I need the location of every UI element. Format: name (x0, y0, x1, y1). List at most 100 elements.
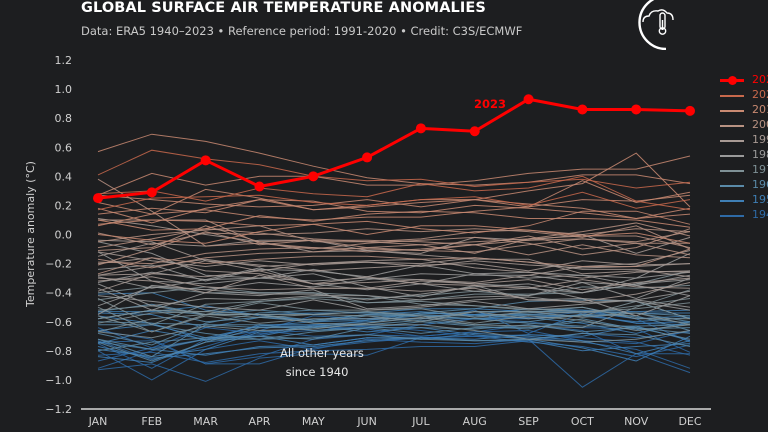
point-2023 (254, 181, 265, 192)
legend-swatch (720, 76, 744, 85)
year-line-2010s (97, 210, 691, 234)
point-2023 (577, 104, 588, 115)
year-line-1970s (97, 314, 691, 343)
legend-label: 2023 (752, 73, 768, 86)
legend-item: 1980s (718, 148, 768, 162)
legend-swatch (720, 170, 744, 172)
y-tick-label: −0.8 (45, 345, 72, 358)
year-line-2010s (97, 133, 691, 186)
point-2023 (415, 123, 426, 134)
year-line-1970s (97, 298, 691, 333)
x-tick-label: MAY (302, 415, 325, 428)
year-line-1970s (97, 302, 691, 326)
y-axis-label-group: Temperature anomaly (°C) (24, 161, 37, 308)
point-2023 (469, 126, 480, 137)
x-tick-label: FEB (141, 415, 162, 428)
x-tick-label: DEC (678, 415, 701, 428)
highlight-series-2023 (93, 94, 695, 204)
y-tick-label: 0.8 (55, 112, 73, 125)
y-ticks: 1.2 1.0 0.8 0.6 0.4 0.2 0.0 −0.2 −0.4 −0.6 −0.8 −1.… (45, 54, 72, 416)
legend-label: 1970s (752, 163, 768, 176)
x-tick-label: JAN (88, 415, 108, 428)
point-2023 (631, 104, 642, 115)
point-2023 (93, 193, 103, 204)
legend-swatch (720, 155, 744, 157)
legend-item: 2020s (718, 88, 768, 102)
legend-label: 1940s (752, 208, 768, 221)
year-line-1970s (97, 289, 691, 339)
x-tick-label: APR (249, 415, 271, 428)
y-tick-label: −1.2 (45, 403, 72, 416)
y-tick-label: 0.4 (55, 170, 73, 183)
year-line-1980s (97, 287, 691, 311)
year-line-1970s (97, 286, 691, 313)
year-line-1960s (97, 313, 691, 362)
x-tick-label: JUN (356, 415, 377, 428)
background-year-lines (97, 133, 691, 388)
y-tick-label: 0.2 (55, 199, 73, 212)
legend-item: 1960s (718, 178, 768, 192)
legend-item: 1940s (718, 208, 768, 222)
year-line-1980s (97, 274, 691, 307)
year-line-2000s (97, 222, 691, 249)
year-line-2010s (97, 210, 691, 231)
y-axis-label: Temperature anomaly (°C) (24, 161, 37, 308)
year-line-1960s (98, 324, 691, 347)
legend-swatch (720, 140, 744, 142)
point-2023 (362, 152, 373, 163)
legend-item: 2000s (718, 118, 768, 132)
annotation-line-2: since 1940 (286, 365, 349, 379)
legend-label: 2000s (752, 118, 768, 131)
year-line-2000s (98, 219, 691, 256)
point-2023 (523, 94, 534, 105)
legend-label: 1980s (752, 148, 768, 161)
year-line-1960s (97, 324, 691, 352)
cloud-thermometer-icon (638, 0, 674, 50)
legend-swatch (720, 185, 744, 187)
year-line-2010s (97, 194, 691, 227)
year-line-1960s (97, 309, 691, 346)
year-line-1990s (97, 218, 691, 275)
x-tick-label: SEP (518, 415, 539, 428)
year-line-1990s (97, 274, 691, 294)
year-line-1990s (97, 233, 691, 257)
year-line-2000s (97, 178, 691, 259)
legend-label: 1990s (752, 133, 768, 146)
year-line-1960s (97, 309, 691, 327)
year-line-1960s (97, 321, 691, 350)
x-tick-label: AUG (463, 415, 487, 428)
y-tick-label: 0.6 (55, 141, 73, 154)
year-line-1990s (97, 239, 691, 272)
year-line-1940s (97, 335, 691, 365)
legend-item: 2023 (718, 73, 768, 87)
point-2023 (146, 187, 157, 198)
legend-swatch (720, 200, 744, 202)
year-line-1980s (97, 252, 691, 282)
line-2023 (97, 97, 691, 200)
legend-swatch (720, 95, 744, 97)
y-tick-label: −0.6 (45, 316, 72, 329)
year-line-1980s (97, 241, 691, 311)
x-tick-label: JUL (411, 415, 430, 428)
chart-title: GLOBAL SURFACE AIR TEMPERATURE ANOMALIES (81, 0, 486, 16)
legend-label: 1960s (752, 178, 768, 191)
y-tick-label: 1.2 (55, 54, 73, 67)
year-line-1980s (97, 290, 691, 311)
year-line-1970s (97, 286, 690, 320)
year-line-1970s (97, 309, 691, 332)
year-line-2000s (97, 248, 691, 275)
highlight-label-2023: 2023 (474, 97, 506, 111)
year-line-2000s (97, 235, 691, 265)
year-line-1990s (97, 258, 691, 279)
legend-item: 2010s (718, 103, 768, 117)
legend-item: 1990s (718, 133, 768, 147)
year-line-1990s (97, 276, 691, 302)
year-line-2010s (97, 152, 691, 215)
legend-label: 2020s (752, 88, 768, 101)
legend-swatch (720, 215, 744, 217)
x-tick-label: OCT (571, 415, 594, 428)
year-line-1990s (97, 257, 691, 289)
y-tick-label: −0.4 (45, 287, 72, 300)
legend-swatch (720, 125, 744, 127)
